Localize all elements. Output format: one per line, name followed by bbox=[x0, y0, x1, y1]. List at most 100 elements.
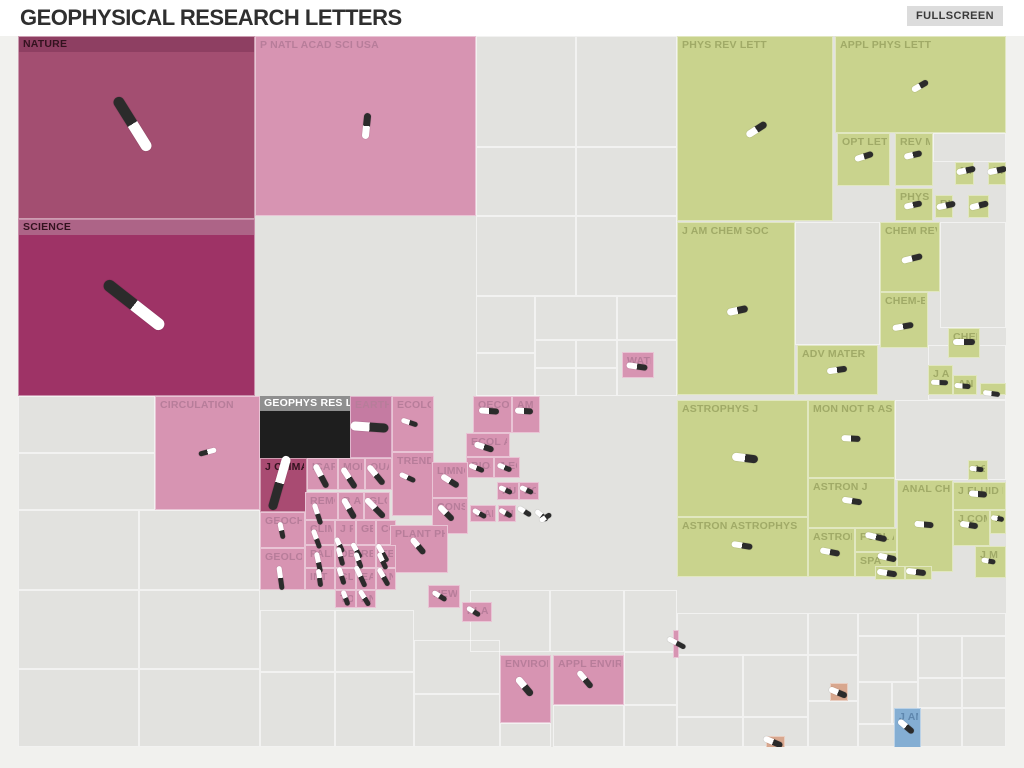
journal-block-oecol[interactable]: OECOL bbox=[473, 396, 512, 433]
treemap-cell bbox=[795, 222, 880, 345]
journal-label: ASTRON J bbox=[813, 481, 868, 493]
journal-label: ASTROPHY bbox=[813, 531, 852, 543]
journal-label: ASTROPHYS J bbox=[682, 403, 759, 415]
journal-block-am-n[interactable]: AM N bbox=[512, 396, 540, 433]
treemap-cell bbox=[576, 36, 677, 147]
treemap-cell bbox=[858, 636, 918, 682]
treemap-cell bbox=[576, 147, 677, 216]
treemap-cell bbox=[858, 682, 892, 724]
journal-label: J AM CHEM SOC bbox=[682, 225, 769, 237]
journal-block-geo[interactable]: GEO bbox=[356, 520, 376, 545]
journal-label: GEOPHYS RES LET bbox=[260, 396, 350, 411]
treemap-cell bbox=[335, 672, 414, 747]
journal-label: PHYS RE bbox=[900, 191, 930, 203]
journal-label: TRENDS bbox=[397, 455, 431, 467]
top-band: GEOPHYSICAL RESEARCH LETTERS FULLSCREEN bbox=[0, 0, 1024, 36]
journal-label: J PE bbox=[340, 523, 353, 535]
treemap-cell bbox=[743, 655, 808, 717]
treemap-cell bbox=[260, 672, 335, 747]
treemap-cell bbox=[139, 669, 260, 747]
page-title: GEOPHYSICAL RESEARCH LETTERS bbox=[18, 3, 408, 34]
journal-label: SPA bbox=[860, 555, 882, 567]
treemap-cell bbox=[535, 296, 617, 340]
treemap-cell bbox=[624, 652, 677, 705]
treemap-cell bbox=[933, 133, 1006, 162]
treemap-cell bbox=[535, 340, 576, 368]
treemap-cell bbox=[18, 396, 155, 453]
treemap-cell bbox=[476, 147, 576, 216]
journal-block-chem-eu[interactable]: CHEM-EU bbox=[880, 292, 928, 348]
treemap-cell bbox=[808, 613, 858, 655]
fullscreen-button[interactable]: FULLSCREEN bbox=[907, 6, 1003, 26]
journal-block-selected[interactable]: GEOPHYS RES LET bbox=[260, 396, 350, 458]
journal-block-opt-lett[interactable]: OPT LETT bbox=[837, 133, 890, 186]
treemap-cell bbox=[18, 590, 139, 669]
treemap-cell bbox=[576, 216, 677, 296]
treemap-cell bbox=[624, 705, 677, 747]
journal-label: ADV MATER bbox=[802, 348, 866, 360]
journal-block-an[interactable]: AN bbox=[990, 510, 1006, 534]
journal-label: ASTRON ASTROPHYS bbox=[682, 520, 798, 532]
journal-label: CHEM-EU bbox=[885, 295, 925, 307]
journal-label: GEOCHI bbox=[265, 515, 302, 527]
treemap-cell bbox=[576, 340, 617, 368]
treemap-cell bbox=[677, 613, 808, 655]
journal-label: ENVIRON S bbox=[505, 658, 548, 670]
needle-icon bbox=[514, 407, 534, 415]
journal-label: ANAL CHE bbox=[902, 483, 950, 495]
journal-label: CIRCULATION bbox=[160, 399, 234, 411]
journal-block-chem-rev[interactable]: CHEM REV bbox=[880, 222, 940, 292]
treemap-cell bbox=[677, 655, 743, 717]
journal-label: GEO bbox=[361, 523, 373, 535]
journal-label: OPT LETT bbox=[842, 136, 887, 148]
treemap-cell bbox=[414, 694, 500, 747]
treemap-cell bbox=[677, 717, 743, 747]
treemap-cell bbox=[624, 590, 677, 652]
treemap-cell bbox=[476, 36, 576, 147]
treemap-cell bbox=[895, 400, 1006, 480]
journal-block-science[interactable]: SCIENCE bbox=[18, 219, 255, 396]
treemap-cell bbox=[918, 708, 962, 747]
treemap-cell bbox=[18, 510, 139, 590]
journal-label: NATURE bbox=[19, 37, 254, 52]
journal-label: APPL PHYS LETT bbox=[840, 39, 932, 51]
treemap-cell bbox=[918, 678, 962, 708]
treemap-cell bbox=[260, 610, 335, 672]
journal-label: REV bbox=[361, 548, 373, 560]
treemap-cell bbox=[553, 705, 624, 747]
treemap-cell bbox=[535, 368, 576, 396]
journal-label: ECOLOG bbox=[397, 399, 431, 411]
journal-label: GEOLOG bbox=[265, 551, 302, 563]
treemap-cell bbox=[617, 296, 677, 340]
journal-block-rev-mo[interactable]: REV MO bbox=[895, 133, 933, 186]
treemap-cell bbox=[858, 613, 918, 636]
journal-label: APPL ENVIRON bbox=[558, 658, 621, 670]
journal-label: EARTH P bbox=[355, 399, 389, 411]
treemap-cell bbox=[476, 216, 576, 296]
journal-label: J AP bbox=[933, 368, 950, 380]
treemap-cell bbox=[139, 510, 260, 590]
needle-icon bbox=[953, 339, 975, 345]
treemap-cell bbox=[918, 636, 962, 678]
needle-icon bbox=[914, 520, 934, 528]
treemap-cell bbox=[18, 453, 155, 510]
journal-label: P NATL ACAD SCI USA bbox=[260, 39, 379, 51]
treemap-cell bbox=[550, 590, 624, 652]
journal-treemap[interactable]: NATURE P NATL ACAD SCI USA SCIENCE CIRCULAT… bbox=[18, 36, 1006, 747]
journal-block-j-pe[interactable]: J PE bbox=[335, 520, 356, 545]
needle-icon bbox=[841, 434, 861, 442]
treemap-cell bbox=[940, 222, 1006, 328]
journal-block-water[interactable]: WATER bbox=[622, 352, 654, 378]
journal-block-trends[interactable]: TRENDS bbox=[392, 452, 434, 516]
journal-block-adv-mater[interactable]: ADV MATER bbox=[797, 345, 878, 395]
treemap-cell bbox=[139, 590, 260, 669]
treemap-cell bbox=[918, 613, 1006, 636]
journal-label: CHEM REV bbox=[885, 225, 937, 237]
journal-label: PHYS REV LETT bbox=[682, 39, 767, 51]
treemap-cell bbox=[962, 636, 1006, 678]
journal-block-remo[interactable]: REMO bbox=[305, 492, 338, 520]
treemap-cell bbox=[962, 708, 1006, 747]
treemap-cell bbox=[617, 340, 677, 396]
treemap-cell bbox=[808, 701, 858, 747]
treemap-cell bbox=[962, 678, 1006, 708]
